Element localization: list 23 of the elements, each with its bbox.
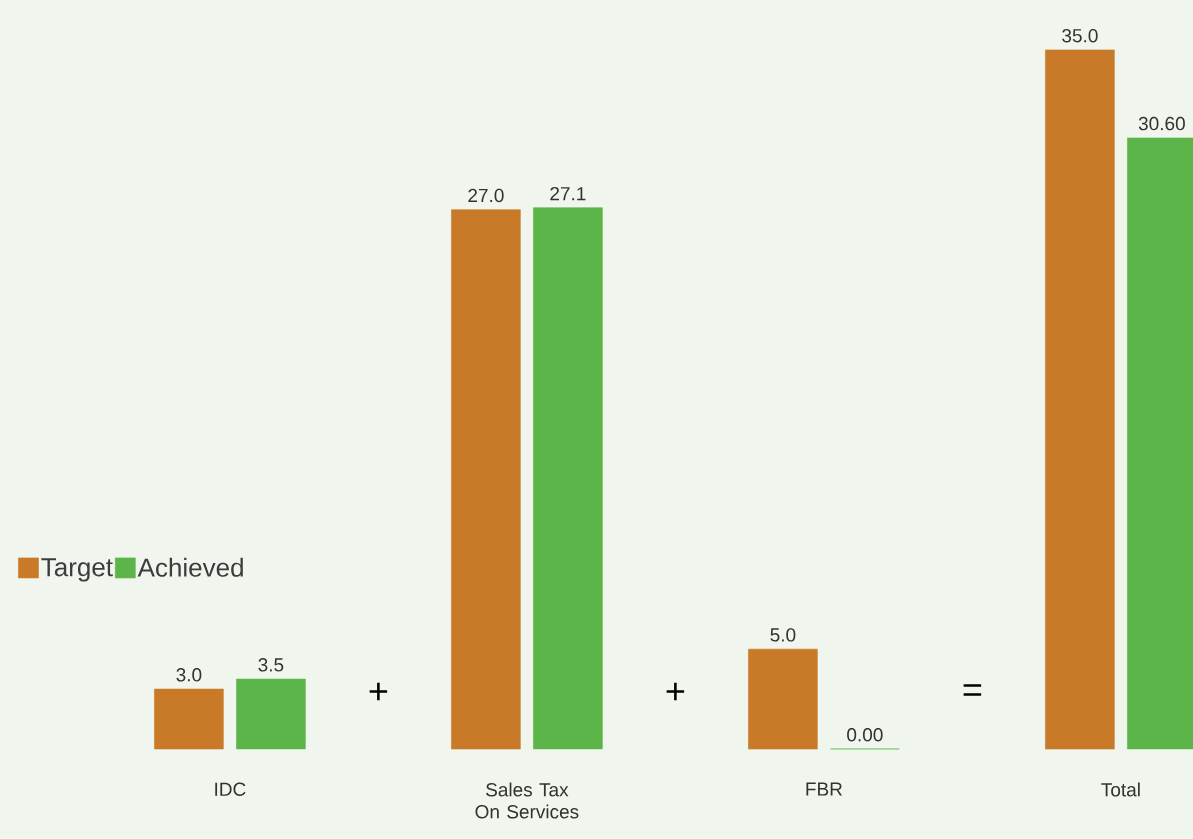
bar: [236, 678, 306, 750]
annotation: +: [666, 682, 685, 701]
data-label: 3.0: [176, 668, 202, 682]
data-label: 3.5: [258, 658, 284, 672]
legend-label: Achieved: [137, 557, 243, 577]
annotation: +: [369, 682, 388, 701]
bar: [154, 688, 224, 750]
legend-label: Target: [41, 558, 113, 582]
x-tick-label: IDC: [215, 782, 246, 796]
data-label: 27.1: [550, 186, 586, 201]
x-tick-label: Total: [1101, 782, 1140, 797]
x-tick-label: FBR: [806, 782, 842, 796]
annotation: =: [963, 684, 982, 696]
x-tick-label: Sales Tax On Services: [475, 782, 579, 819]
bar: [451, 209, 521, 750]
data-label: 5.0: [770, 628, 796, 642]
data-label: 0.00: [847, 728, 883, 742]
data-label: 27.0: [468, 188, 504, 203]
bar: [533, 207, 603, 750]
bar: [748, 648, 818, 750]
bar: [1045, 49, 1115, 750]
data-label: 30.60: [1138, 116, 1185, 131]
data-label: 35.0: [1062, 28, 1098, 43]
